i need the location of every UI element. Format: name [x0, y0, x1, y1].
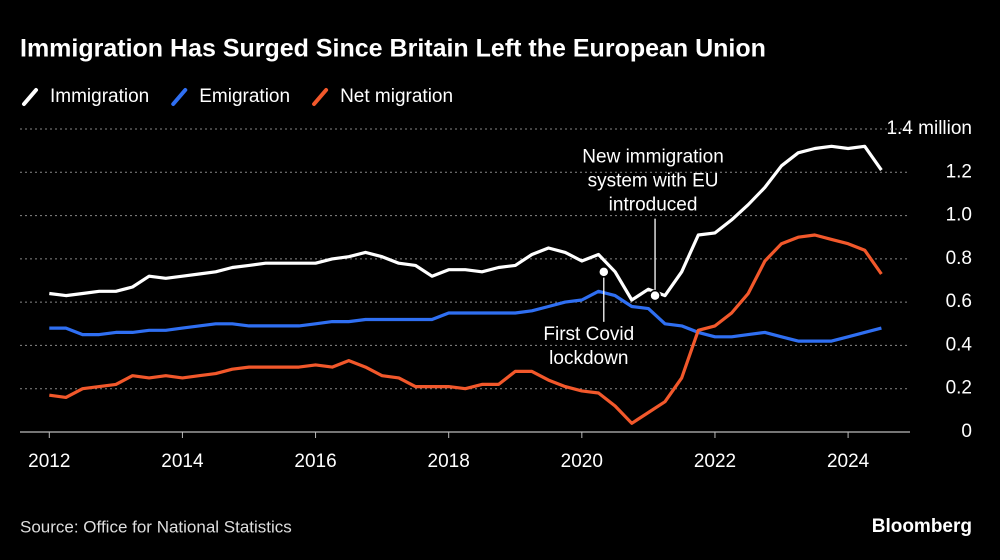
series-line [49, 233, 883, 425]
annotation-text: introduced [609, 195, 698, 216]
y-tick-label: 0.6 [946, 291, 972, 312]
brand: Bloomberg [872, 516, 972, 537]
x-tick-label: 2016 [294, 451, 336, 472]
annotation-dot [649, 289, 661, 302]
x-tick-label: 2020 [561, 451, 603, 472]
chart-title: Immigration Has Surged Since Britain Lef… [20, 35, 766, 63]
y-tick-label: 1.2 [946, 161, 972, 182]
annotation-dot [598, 266, 610, 278]
y-tick-label: 0.8 [946, 248, 972, 269]
annotation-text: system with EU [588, 171, 719, 192]
y-tick-label: 0.2 [946, 378, 972, 399]
x-tick-label: 2014 [161, 451, 204, 472]
legend-label: Emigration [199, 86, 290, 107]
series-line [49, 144, 883, 302]
annotation-text: lockdown [549, 348, 628, 369]
annotation-text: New immigration [582, 147, 723, 168]
x-tick-label: 2018 [428, 451, 470, 472]
y-tick-label: 1.0 [946, 205, 972, 226]
x-tick-label: 2012 [28, 451, 70, 472]
y-tick-label: 0.4 [946, 334, 973, 355]
source: Source: Office for National Statistics [20, 517, 292, 536]
legend-label: Immigration [50, 86, 149, 107]
legend-swatch [22, 88, 38, 106]
legend-swatch [171, 88, 188, 106]
annotation-text: First Covid [543, 324, 634, 345]
legend-label: Net migration [340, 86, 453, 107]
x-tick-label: 2024 [827, 451, 870, 472]
x-tick-label: 2022 [694, 451, 736, 472]
y-tick-label: 0 [961, 421, 972, 442]
series-line [49, 289, 882, 343]
y-tick-label: 1.4 million [886, 118, 972, 139]
legend-swatch [312, 88, 329, 106]
